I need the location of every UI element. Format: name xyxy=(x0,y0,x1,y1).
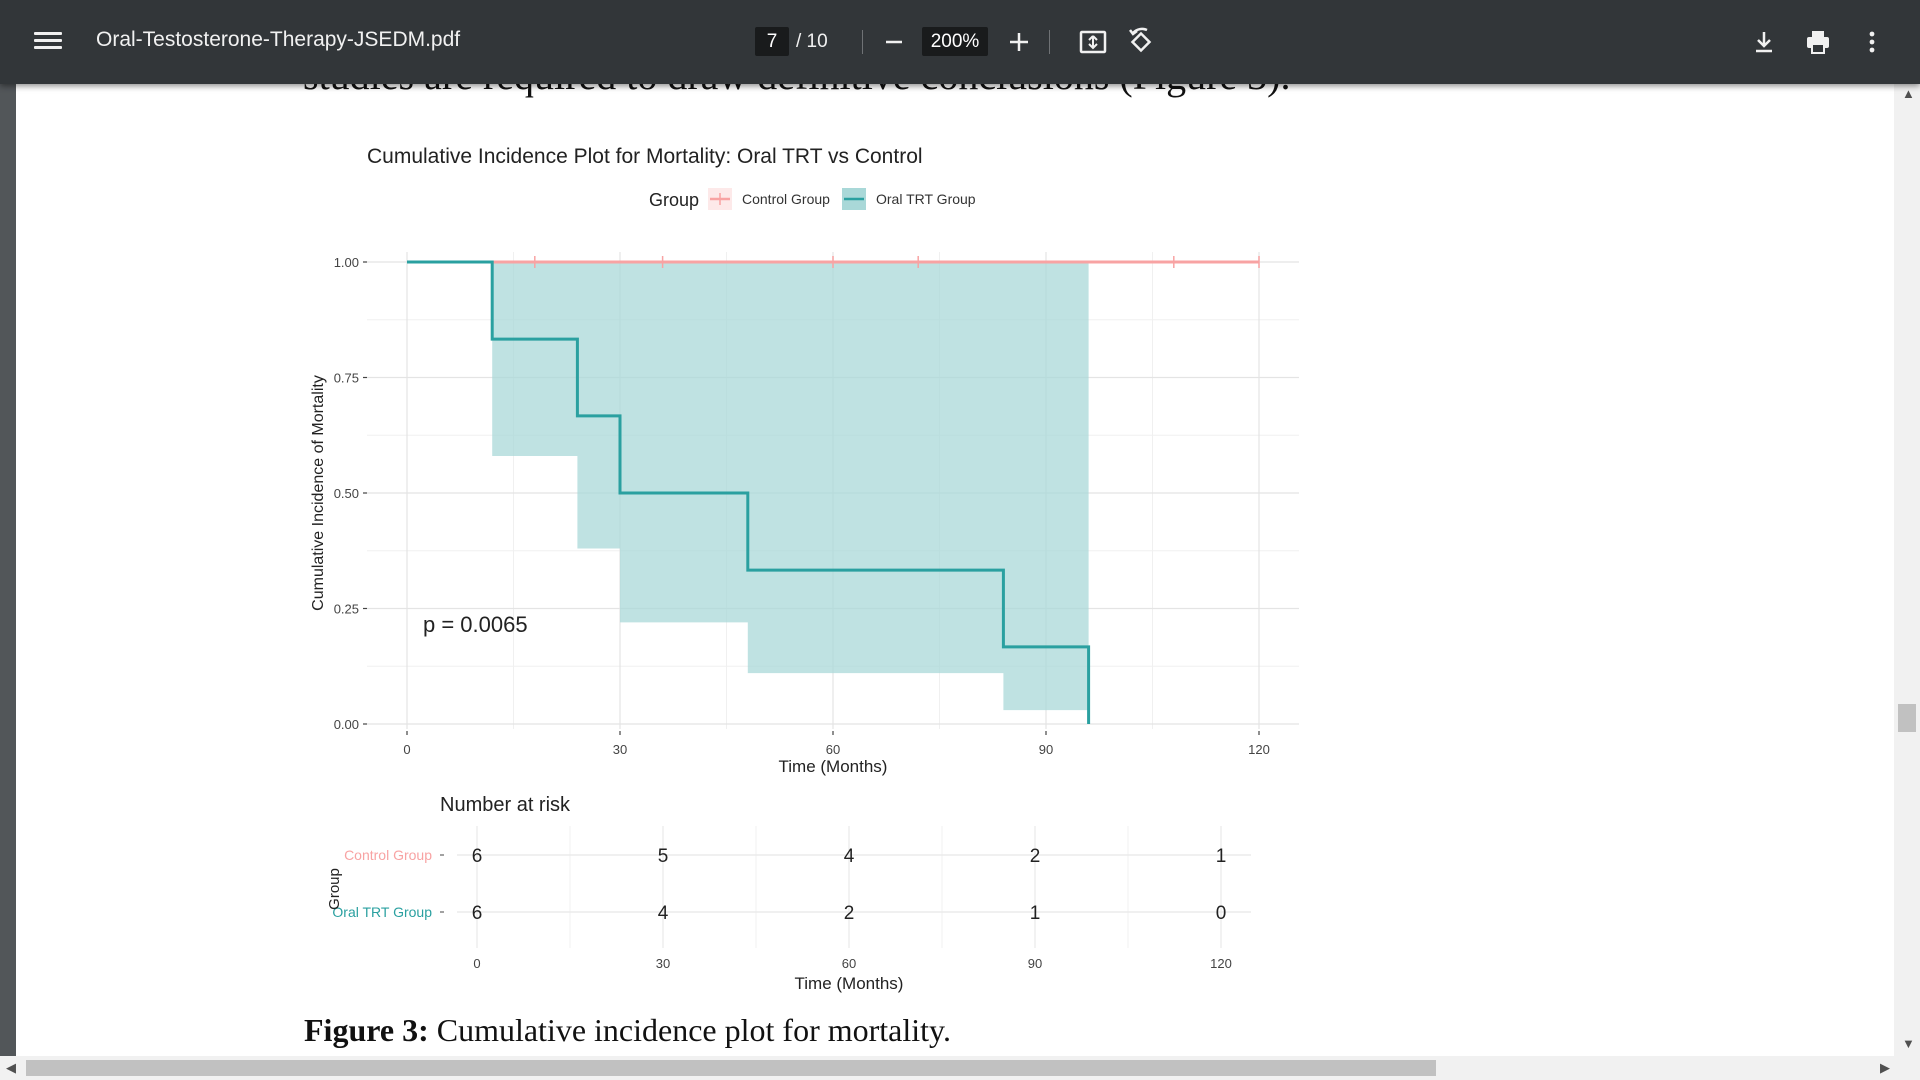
risk-x-tick-label: 60 xyxy=(842,956,856,971)
y-tick-label: 0.50 xyxy=(334,486,359,501)
risk-table-title: Number at risk xyxy=(440,794,571,816)
pdf-page: studies are required to draw definitive … xyxy=(16,84,1894,1056)
scroll-right-icon[interactable]: ▶ xyxy=(1880,1060,1890,1075)
risk-count: 2 xyxy=(1030,846,1041,867)
horizontal-scrollbar[interactable]: ◀ ▶ xyxy=(0,1056,1920,1080)
risk-count: 1 xyxy=(1216,846,1227,867)
risk-x-axis-label: Time (Months) xyxy=(795,974,904,993)
caption-text: Cumulative incidence plot for mortality. xyxy=(428,1012,951,1048)
risk-count: 1 xyxy=(1030,903,1041,924)
scroll-down-icon[interactable]: ▼ xyxy=(1902,1036,1915,1051)
y-tick-label: 0.75 xyxy=(334,371,359,386)
risk-x-tick-label: 90 xyxy=(1028,956,1042,971)
vertical-scroll-thumb[interactable] xyxy=(1898,704,1916,732)
document-title: Oral-Testosterone-Therapy-JSEDM.pdf xyxy=(96,28,461,51)
chart-title: Cumulative Incidence Plot for Mortality:… xyxy=(367,145,923,168)
x-tick-label: 60 xyxy=(826,742,840,757)
risk-row-label: Oral TRT Group xyxy=(332,904,432,920)
vertical-scrollbar[interactable]: ▲ ▼ xyxy=(1894,84,1920,1056)
risk-count: 0 xyxy=(1216,903,1227,924)
p-value-annotation: p = 0.0065 xyxy=(423,612,528,637)
toolbar-divider xyxy=(862,30,863,54)
x-tick-label: 90 xyxy=(1039,742,1053,757)
more-options-icon[interactable] xyxy=(1854,24,1890,60)
download-icon[interactable] xyxy=(1746,24,1782,60)
page-total: / 10 xyxy=(796,31,828,52)
risk-x-tick-label: 30 xyxy=(656,956,670,971)
risk-x-tick-label: 0 xyxy=(473,956,480,971)
toolbar-divider xyxy=(1049,30,1050,54)
risk-count: 5 xyxy=(658,846,669,867)
risk-count: 2 xyxy=(844,903,855,924)
cumulative-incidence-chart: Cumulative Incidence Plot for Mortality:… xyxy=(310,145,1299,993)
risk-count: 4 xyxy=(844,846,855,867)
x-axis-label: Time (Months) xyxy=(779,757,888,776)
x-tick-label: 0 xyxy=(403,742,410,757)
caption-label: Figure 3: xyxy=(304,1012,429,1048)
figure-caption: Figure 3: Cumulative incidence plot for … xyxy=(304,1012,951,1049)
menu-icon[interactable] xyxy=(30,28,66,56)
risk-x-tick-label: 120 xyxy=(1210,956,1232,971)
horizontal-scroll-thumb[interactable] xyxy=(26,1060,1436,1076)
print-icon[interactable] xyxy=(1800,24,1836,60)
page-number-input[interactable]: 7 xyxy=(755,27,789,56)
x-tick-label: 120 xyxy=(1248,742,1270,757)
body-text-line: studies are required to draw definitive … xyxy=(303,84,1291,99)
legend-title: Group xyxy=(649,190,699,210)
risk-row-label: Control Group xyxy=(344,847,432,863)
risk-count: 6 xyxy=(472,846,483,867)
x-tick-label: 30 xyxy=(613,742,627,757)
rotate-icon[interactable] xyxy=(1123,24,1159,60)
risk-y-axis-label: Group xyxy=(326,868,343,910)
y-tick-label: 1.00 xyxy=(334,255,359,270)
risk-count: 6 xyxy=(472,903,483,924)
legend-label-1: Oral TRT Group xyxy=(876,191,976,207)
y-axis-label: Cumulative Incidence of Mortality xyxy=(310,375,327,611)
zoom-out-icon[interactable] xyxy=(876,24,912,60)
y-tick-label: 0.00 xyxy=(334,717,359,732)
zoom-level-input[interactable]: 200% xyxy=(922,27,988,56)
oral-trt-group-line xyxy=(407,260,1091,724)
fit-page-icon[interactable] xyxy=(1075,24,1111,60)
legend-label-0: Control Group xyxy=(742,191,830,207)
risk-count: 4 xyxy=(658,903,669,924)
scroll-left-icon[interactable]: ◀ xyxy=(6,1060,16,1075)
zoom-in-icon[interactable] xyxy=(1001,24,1037,60)
scroll-up-icon[interactable]: ▲ xyxy=(1902,86,1915,101)
y-tick-label: 0.25 xyxy=(334,602,359,617)
pdf-toolbar: Oral-Testosterone-Therapy-JSEDM.pdf 7 / … xyxy=(0,0,1920,84)
